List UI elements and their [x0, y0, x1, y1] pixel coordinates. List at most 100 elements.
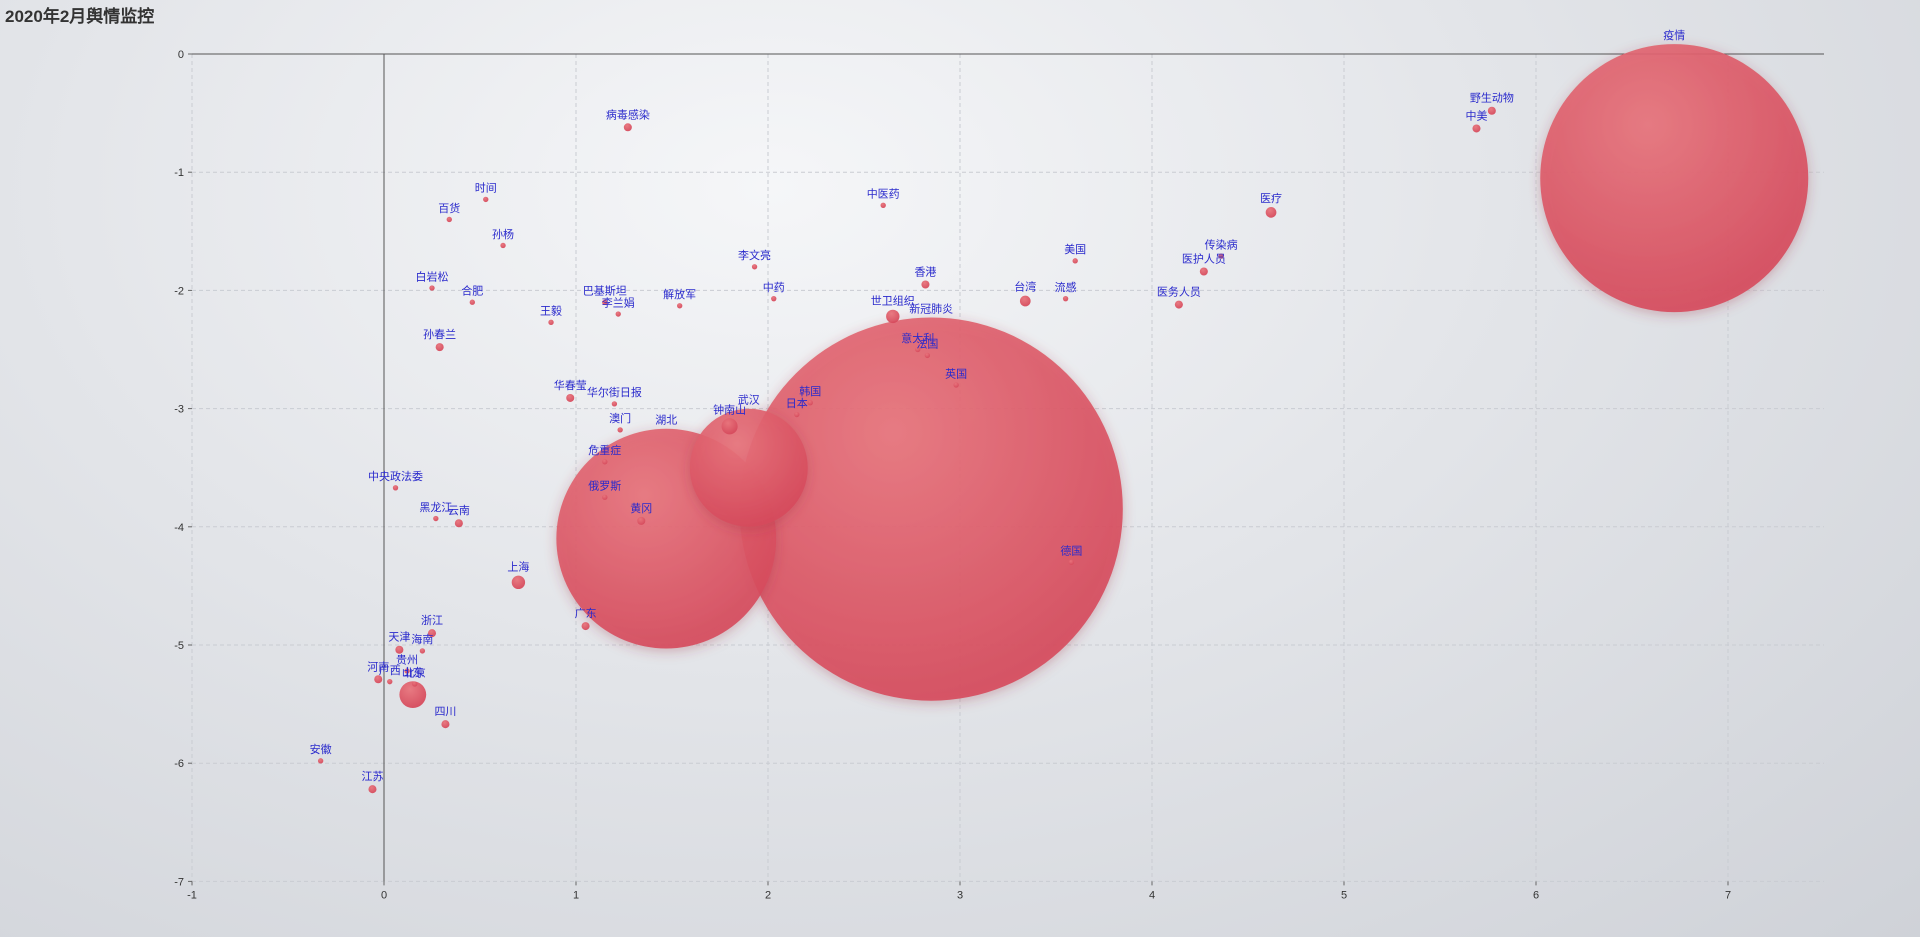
bubble-孙春兰[interactable] — [435, 343, 444, 352]
bubble-德国[interactable] — [1068, 559, 1075, 565]
bubble-上海[interactable] — [511, 575, 526, 590]
x-tick-label: 7 — [1725, 889, 1731, 901]
bubble-河南[interactable] — [374, 675, 383, 684]
bubble-黄冈[interactable] — [637, 516, 646, 525]
chart-title: 2020年2月舆情监控 — [5, 7, 155, 26]
y-tick-label: -7 — [174, 876, 184, 888]
bubble-label: 台湾 — [1014, 280, 1036, 294]
bubble-武汉[interactable] — [689, 408, 808, 527]
y-tick-label: -3 — [174, 404, 184, 416]
bubble-台湾[interactable] — [1019, 295, 1031, 307]
bubble-中美[interactable] — [1472, 124, 1481, 133]
bubble-四川[interactable] — [441, 720, 450, 729]
bubble-label: 黄冈 — [630, 501, 652, 515]
bubble-label: 广西 — [379, 664, 401, 677]
bubble-北京[interactable] — [412, 681, 418, 687]
bubble-label: 法国 — [916, 337, 938, 351]
bubble-label: 传染病 — [1205, 237, 1238, 251]
bubble-巴基斯坦[interactable] — [602, 299, 608, 305]
bubble-label: 安徽 — [310, 742, 332, 756]
y-tick-label: -1 — [174, 167, 184, 179]
bubble-label: 华尔街日报 — [587, 385, 642, 399]
bubble-海南[interactable] — [419, 648, 426, 654]
bubble-浙江[interactable] — [427, 629, 437, 638]
bubble-贵州[interactable] — [404, 668, 410, 674]
bubble-label: 疫情 — [1663, 28, 1685, 42]
bubble-label: 李文亮 — [738, 248, 771, 262]
bubble-中医药[interactable] — [880, 202, 886, 208]
bubble-危重症[interactable] — [602, 459, 608, 465]
bubble-label: 中美 — [1465, 109, 1487, 122]
bubble-华尔街日报[interactable] — [611, 401, 618, 407]
bubble-label: 黑龙江 — [419, 501, 452, 514]
bubble-中央政法委[interactable] — [392, 485, 399, 491]
bubble-label: 医务人员 — [1157, 286, 1201, 299]
bubble-百货[interactable] — [446, 216, 452, 223]
bubble-时间[interactable] — [483, 196, 489, 203]
bubble-label: 美国 — [1064, 243, 1086, 256]
bubble-label: 天津 — [388, 631, 410, 644]
bubble-医疗[interactable] — [1265, 207, 1277, 218]
x-tick-label: 5 — [1341, 889, 1347, 901]
bubble-韩国[interactable] — [807, 400, 813, 406]
bubble-澳门[interactable] — [617, 427, 623, 433]
bubble-钟南山[interactable] — [721, 418, 738, 435]
bubble-label: 山东 — [402, 666, 424, 679]
bubble-label: 湖北 — [655, 414, 677, 427]
bubble-广西[interactable] — [387, 678, 393, 685]
bubble-label: 意大利 — [901, 331, 934, 345]
bubble-野生动物[interactable] — [1487, 106, 1496, 115]
bubble-江苏[interactable] — [368, 785, 377, 794]
bubble-label: 危重症 — [588, 443, 621, 457]
bubble-法国[interactable] — [924, 352, 931, 359]
bubble-label: 华春莹 — [554, 378, 587, 392]
bubble-英国[interactable] — [953, 382, 959, 388]
x-tick-label: 0 — [381, 889, 387, 901]
bubble-疫情[interactable] — [1540, 44, 1809, 313]
bubble-病毒感染[interactable] — [623, 123, 632, 132]
bubble-中药[interactable] — [771, 295, 777, 302]
bubble-广东[interactable] — [581, 622, 590, 631]
bubble-label: 孙春兰 — [423, 328, 456, 341]
bubble-新冠肺炎[interactable] — [739, 317, 1123, 701]
bubble-世卫组织[interactable] — [886, 309, 900, 324]
bubble-label: 白岩松 — [416, 269, 449, 283]
bubble-山东[interactable] — [399, 681, 427, 709]
bubble-label: 贵州 — [396, 653, 418, 666]
bubble-俄罗斯[interactable] — [602, 494, 608, 500]
bubble-华春莹[interactable] — [566, 393, 575, 402]
bubble-label: 香港 — [914, 265, 936, 278]
x-tick-label: 2 — [765, 889, 771, 901]
bubble-安徽[interactable] — [317, 758, 324, 764]
bubble-label: 北京 — [404, 665, 426, 679]
bubble-天津[interactable] — [395, 645, 404, 654]
bubble-医务人员[interactable] — [1174, 300, 1183, 309]
bubble-流感[interactable] — [1062, 295, 1069, 302]
bubble-label: 浙江 — [421, 614, 443, 627]
bubble-合肥[interactable] — [469, 299, 475, 305]
bubble-孙杨[interactable] — [500, 242, 506, 249]
bubble-意大利[interactable] — [915, 346, 921, 353]
bubble-日本[interactable] — [794, 411, 800, 418]
axes: -1 0 1 2 3 4 5 6 7 0 -1 -2 -3 -4 -5 -6 -7 — [174, 49, 1824, 901]
bubble-云南[interactable] — [454, 519, 463, 528]
x-tick-label: 4 — [1149, 889, 1155, 901]
bubble-label: 巴基斯坦 — [583, 284, 627, 298]
bubble-香港[interactable] — [921, 280, 930, 289]
bubble-解放军[interactable] — [677, 303, 683, 309]
y-tick-label: 0 — [178, 49, 184, 61]
bubble-黑龙江[interactable] — [433, 515, 439, 522]
x-tick-label: -1 — [187, 889, 197, 901]
bubble-白岩松[interactable] — [429, 285, 435, 291]
bubble-李文亮[interactable] — [751, 264, 758, 270]
bubble-医护人员[interactable] — [1199, 267, 1208, 276]
y-tick-label: -5 — [174, 640, 184, 652]
bubble-美国[interactable] — [1072, 258, 1078, 264]
y-tick-label: -4 — [174, 522, 184, 534]
bubble-label: 广东 — [575, 607, 597, 620]
bubble-李兰娟[interactable] — [615, 311, 621, 317]
bubble-label: 钟南山 — [713, 402, 746, 416]
bubble-传染病[interactable] — [1218, 253, 1224, 259]
bubble-王毅[interactable] — [548, 319, 554, 325]
bubble-label: 俄罗斯 — [588, 480, 621, 493]
